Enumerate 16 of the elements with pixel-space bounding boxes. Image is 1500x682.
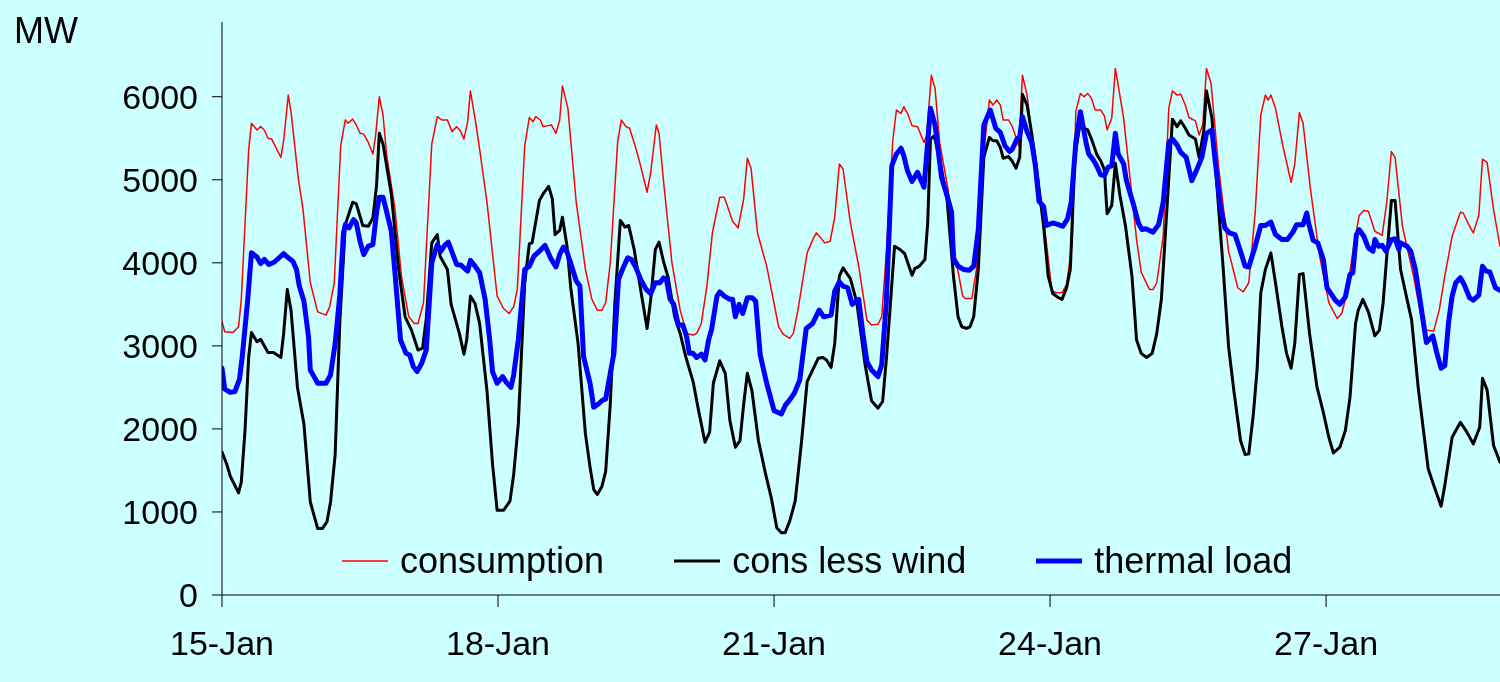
y-tick-label: 0 <box>179 576 198 615</box>
x-tick-label: 18-Jan <box>446 624 550 663</box>
x-tick-label: 24-Jan <box>998 624 1103 663</box>
x-tick-label: 15-Jan <box>170 624 274 663</box>
y-tick-label: 5000 <box>122 160 198 199</box>
y-tick-label: 3000 <box>122 326 198 365</box>
x-tick-label: 21-Jan <box>722 624 827 663</box>
y-axis-title: MW <box>14 10 78 52</box>
y-tick-label: 2000 <box>122 409 198 448</box>
legend-label: cons less wind <box>732 540 967 582</box>
legend-label: thermal load <box>1094 540 1293 582</box>
x-tick-label: 27-Jan <box>1274 624 1379 663</box>
y-tick-label: 1000 <box>122 493 198 532</box>
legend-label: consumption <box>400 540 605 582</box>
y-tick-label: 6000 <box>122 77 198 116</box>
y-tick-label: 4000 <box>122 243 198 282</box>
